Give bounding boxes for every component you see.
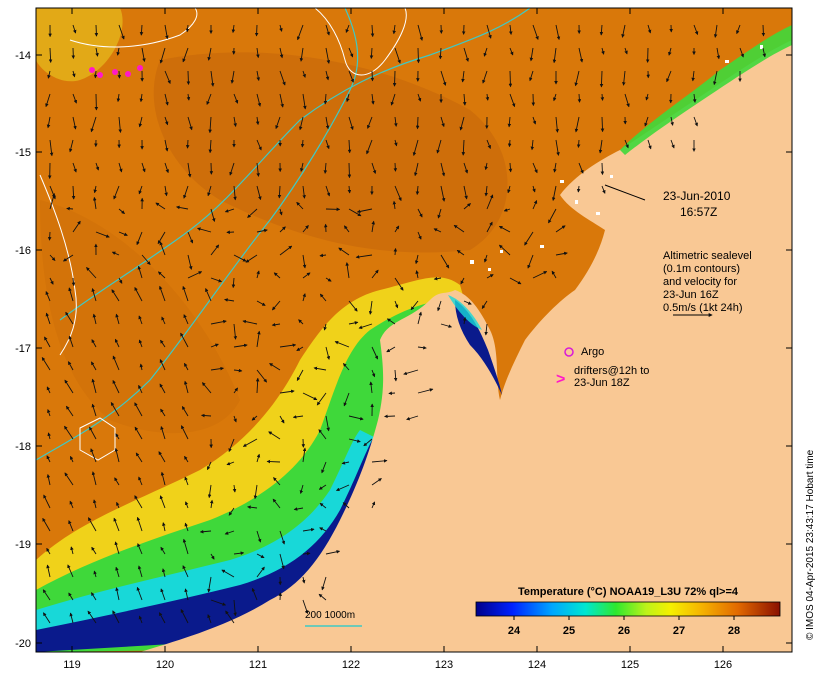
x-tick-label: 126 <box>714 659 732 671</box>
velocity-vector <box>385 416 395 417</box>
drifter-point <box>125 71 131 77</box>
colorbar-tick-label: 25 <box>563 625 575 637</box>
drifter-point <box>112 69 118 75</box>
velocity-vector <box>349 163 350 178</box>
colorbar <box>476 602 780 616</box>
colorbar-tick-label: 28 <box>728 625 740 637</box>
velocity-vector <box>418 117 419 129</box>
velocity-vector <box>578 140 579 147</box>
drifter-symbol: > <box>556 371 565 388</box>
y-tick-label: -14 <box>15 50 31 62</box>
drifter-point <box>89 67 95 73</box>
velocity-vector <box>389 393 395 394</box>
velocity-vector <box>50 232 51 240</box>
velocity-vector <box>602 117 603 132</box>
drifters-legend-line: drifters@12h to <box>574 365 649 377</box>
velocity-vector <box>395 163 396 171</box>
isobath-label: 200 1000m <box>305 610 355 621</box>
y-tick-label: -20 <box>15 638 31 650</box>
x-tick-label: 121 <box>249 659 267 671</box>
velocity-vector <box>188 71 189 84</box>
velocity-vector <box>418 48 419 63</box>
date-label: 23-Jun-2010 <box>663 189 731 203</box>
y-tick-label: -15 <box>15 147 31 159</box>
x-tick-label: 125 <box>621 659 639 671</box>
altimetry-legend-line: and velocity for <box>663 276 737 288</box>
time-label: 16:57Z <box>680 205 717 219</box>
y-tick-label: -17 <box>15 343 31 355</box>
velocity-vector <box>602 163 603 175</box>
velocity-vector <box>395 71 396 86</box>
altimetry-legend-line: (0.1m contours) <box>663 263 740 275</box>
y-tick-label: -19 <box>15 539 31 551</box>
altimetry-legend-line: 0.5m/s (1kt 24h) <box>663 302 742 314</box>
y-tick-label: -16 <box>15 245 31 257</box>
velocity-vector <box>96 25 97 36</box>
colorbar-tick-label: 27 <box>673 625 685 637</box>
velocity-vector <box>67 208 73 209</box>
velocity-vector <box>579 94 580 102</box>
colorbar-tick-label: 26 <box>618 625 630 637</box>
velocity-vector <box>510 71 511 87</box>
velocity-vector <box>509 140 510 147</box>
velocity-vector <box>188 140 189 148</box>
x-tick-label: 119 <box>63 659 81 671</box>
velocity-vector <box>119 71 120 78</box>
velocity-vector <box>257 25 258 36</box>
x-tick-label: 123 <box>435 659 453 671</box>
velocity-vector <box>267 461 280 462</box>
velocity-vector <box>602 94 603 100</box>
altimetry-legend-line: 23-Jun 16Z <box>663 289 719 301</box>
velocity-vector <box>372 71 373 81</box>
colorbar-title: Temperature (°C) NOAA19_L3U 72% ql>=4 <box>518 586 739 598</box>
velocity-vector <box>395 249 396 256</box>
x-tick-label: 124 <box>528 659 546 671</box>
velocity-vector <box>763 25 764 36</box>
x-tick-label: 122 <box>342 659 360 671</box>
map-area <box>36 8 792 652</box>
drifters-legend-line: 23-Jun 18Z <box>574 377 630 389</box>
x-tick-label: 120 <box>156 659 174 671</box>
credit-label: © IMOS 04-Apr-2015 23:43:17 Hobart time <box>805 449 816 640</box>
y-tick-label: -18 <box>15 441 31 453</box>
drifter-point <box>137 65 143 71</box>
argo-label: Argo <box>581 346 604 358</box>
altimetry-legend-line: Altimetric sealevel <box>663 250 752 262</box>
velocity-vector <box>601 71 602 87</box>
colorbar-tick-label: 24 <box>508 625 521 637</box>
drifter-point <box>97 72 103 78</box>
